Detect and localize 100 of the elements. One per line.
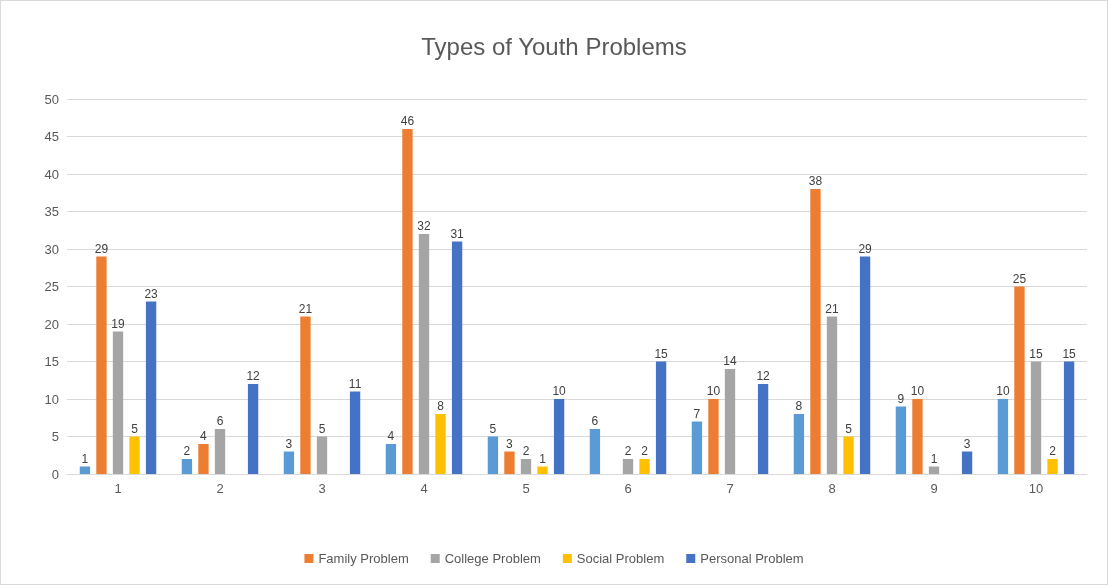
bar: [112, 331, 124, 474]
bar: [1030, 361, 1042, 474]
bar: [96, 256, 107, 474]
bar: [622, 459, 634, 474]
bar: [487, 436, 499, 474]
data-label: 15: [1062, 346, 1077, 361]
y-tick-label: 5: [51, 429, 59, 444]
data-label: 23: [144, 286, 159, 301]
y-tick-label: 0: [51, 466, 59, 482]
bar: [504, 451, 515, 474]
bar: [181, 459, 193, 474]
y-tick-label: 25: [44, 279, 59, 294]
x-tick-label: 2: [216, 481, 224, 496]
data-label: 14: [723, 354, 737, 368]
y-tick-label: 45: [44, 129, 59, 144]
y-tick-label: 50: [44, 91, 59, 107]
data-label: 1: [81, 451, 89, 466]
data-label: 4: [200, 429, 208, 443]
bar: [928, 466, 940, 474]
bar: [435, 414, 446, 474]
data-label: 2: [183, 444, 191, 458]
x-tick-label: 5: [522, 481, 530, 496]
data-label: 12: [246, 369, 261, 383]
data-label: 11: [348, 376, 362, 391]
y-tick-label: 40: [44, 166, 59, 182]
data-label: 10: [910, 384, 925, 398]
data-label: 3: [506, 436, 514, 451]
bar: [198, 444, 209, 474]
data-label: 4: [387, 429, 395, 443]
bar: [708, 399, 719, 474]
data-label: 19: [111, 316, 125, 331]
x-tick-label: 10: [1028, 481, 1044, 496]
bar: [843, 436, 854, 474]
bar: [912, 399, 923, 474]
x-tick-label: 4: [420, 481, 428, 496]
data-label: 32: [417, 219, 431, 233]
bar: [553, 399, 565, 474]
legend-label: College Problem: [444, 551, 541, 566]
bar: [451, 241, 463, 474]
data-label: 9: [897, 391, 905, 406]
data-label: 2: [522, 444, 530, 458]
bar: [724, 369, 736, 474]
bar: [961, 451, 973, 474]
chart-title: Types of Youth Problems: [421, 32, 687, 60]
data-label: 21: [298, 301, 313, 316]
data-label: 5: [845, 421, 853, 436]
x-tick-label: 8: [828, 481, 836, 496]
data-label: 2: [641, 444, 649, 458]
data-label: 5: [131, 421, 139, 436]
data-label: 6: [216, 414, 224, 428]
x-tick-label: 1: [114, 481, 122, 496]
bar: [895, 406, 907, 474]
data-label: 7: [693, 406, 701, 421]
bar: [418, 234, 430, 474]
data-label: 8: [437, 399, 445, 413]
data-label: 46: [400, 114, 415, 128]
bar: [537, 466, 548, 474]
bar: [1063, 361, 1075, 474]
bar: [826, 316, 838, 474]
x-tick-label: 7: [726, 481, 734, 496]
data-label: 2: [1049, 444, 1057, 458]
y-tick-label: 10: [44, 391, 59, 407]
data-label: 6: [591, 414, 599, 428]
data-label: 1: [539, 451, 547, 466]
data-label: 31: [450, 226, 465, 241]
bar: [997, 399, 1009, 474]
bar: [589, 429, 601, 474]
bar: [691, 421, 703, 474]
data-label: 5: [318, 421, 326, 436]
legend-label: Personal Problem: [700, 551, 804, 566]
data-label: 10: [706, 384, 721, 398]
data-label: 15: [1029, 346, 1043, 361]
data-label: 29: [858, 241, 873, 256]
data-label: 25: [1012, 271, 1027, 286]
bar: [859, 256, 871, 474]
data-label: 29: [94, 241, 109, 256]
data-label: 3: [963, 436, 971, 451]
legend-label: Family Problem: [318, 551, 409, 566]
bar: [639, 459, 650, 474]
data-label: 38: [808, 174, 823, 188]
data-label: 10: [552, 384, 567, 398]
bar: [300, 316, 311, 474]
bar: [79, 466, 91, 474]
bar: [316, 436, 328, 474]
bar: [1014, 286, 1025, 474]
bar: [283, 451, 295, 474]
bar: [520, 459, 532, 474]
data-label: 15: [654, 346, 669, 361]
data-label: 12: [756, 369, 771, 383]
y-tick-label: 35: [44, 204, 59, 219]
bar: [810, 189, 821, 474]
bar: [385, 444, 397, 474]
data-label: 1: [930, 451, 938, 466]
bar: [129, 436, 140, 474]
x-tick-label: 3: [318, 481, 326, 496]
y-tick-label: 15: [44, 354, 59, 369]
data-label: 21: [825, 301, 839, 316]
bar: [145, 301, 157, 474]
x-tick-label: 9: [930, 481, 938, 496]
data-label: 5: [489, 421, 497, 436]
